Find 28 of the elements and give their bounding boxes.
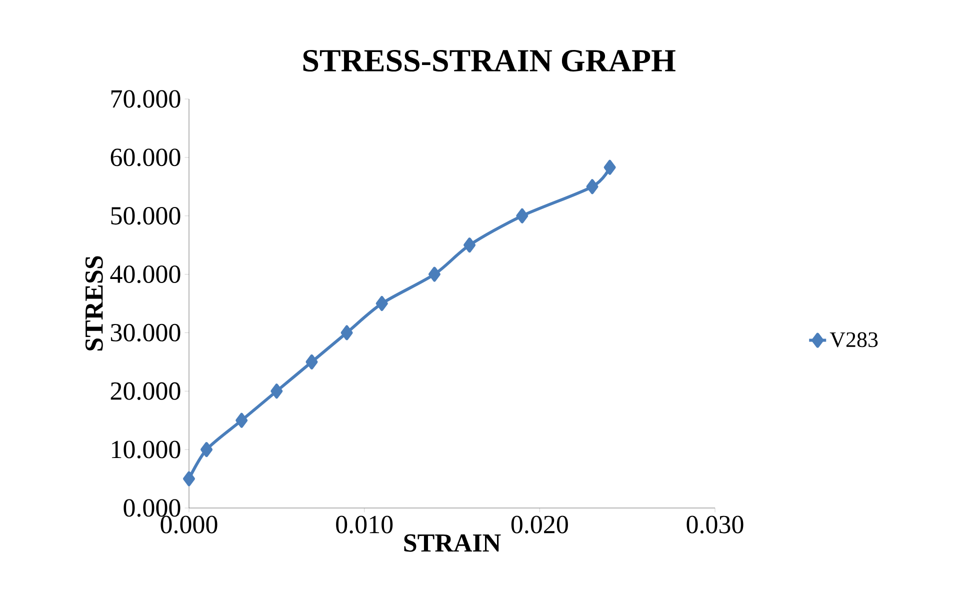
y-tick-label: 0.000: [124, 499, 180, 517]
x-tick-label: 0.020: [511, 516, 568, 534]
point: [183, 471, 195, 486]
legend-label: V283: [830, 332, 878, 348]
point: [586, 179, 598, 194]
point: [464, 238, 476, 253]
y-tick-label: 30.000: [110, 324, 180, 342]
x-tick-label: 0.000: [160, 516, 218, 534]
x-tick-label: 0.010: [336, 516, 393, 534]
y-axis-title: STRESS: [85, 256, 103, 351]
point: [306, 354, 318, 370]
point: [604, 160, 616, 175]
point: [428, 266, 440, 282]
point: [200, 442, 213, 458]
point: [270, 384, 283, 399]
x-axis-title: STRAIN: [404, 534, 501, 552]
point: [516, 208, 528, 224]
y-tick-label: 70.000: [111, 90, 180, 108]
point: [236, 412, 248, 428]
point: [340, 325, 353, 340]
y-tick-label: 20.000: [110, 382, 180, 400]
y-tick-label: 10.000: [112, 440, 180, 458]
y-tick-label: 50.000: [111, 207, 180, 225]
chart-title: STRESS-STRAIN GRAPH: [303, 50, 676, 72]
y-tick-label: 40.000: [110, 265, 180, 284]
point: [376, 296, 388, 311]
y-tick-label: 60.000: [110, 148, 180, 166]
x-tick-label: 0.030: [686, 516, 744, 534]
